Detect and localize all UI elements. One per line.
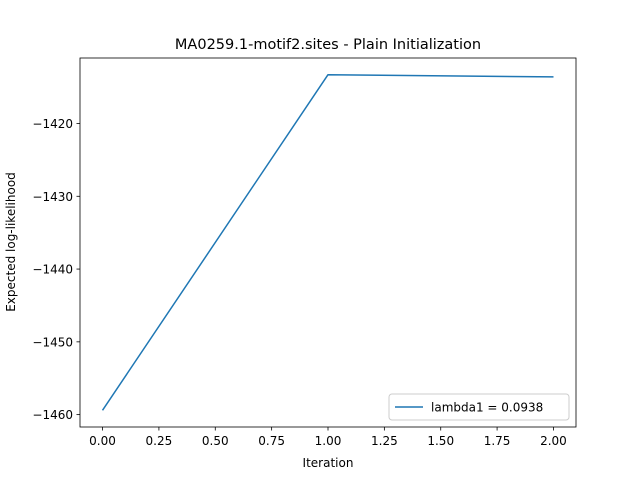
x-tick-label: 1.50: [427, 434, 454, 448]
legend: lambda1 = 0.0938: [388, 393, 570, 421]
y-tick-label: −1460: [32, 408, 73, 422]
x-tick-label: 0.75: [258, 434, 285, 448]
x-axis-title: Iteration: [303, 456, 354, 470]
plot-area: 0.00 0.25 0.50 0.75 1.00 1.25 1.50 1.75 2.00 −146…: [32, 57, 577, 448]
series-line-0: [101, 73, 554, 411]
chart-title: MA0259.1-motif2.sites - Plain Initializa…: [175, 37, 481, 53]
x-tick-label: 0.00: [89, 434, 116, 448]
legend-box: [388, 393, 570, 421]
legend-label: lambda1 = 0.0938: [431, 401, 543, 415]
y-tick-label: −1440: [32, 263, 73, 277]
x-tick-label: 1.25: [371, 434, 398, 448]
y-tick-label: −1420: [32, 117, 73, 131]
y-axis-title: Expected log-likelihood: [4, 172, 18, 312]
x-tick-label: 2.00: [540, 434, 567, 448]
x-tick-label: 1.00: [315, 434, 342, 448]
x-tick-label: 0.50: [202, 434, 229, 448]
y-tick-label: −1450: [32, 335, 73, 349]
y-tick-label: −1430: [32, 190, 73, 204]
x-tick-label: 1.75: [484, 434, 511, 448]
x-tick-label: 0.25: [146, 434, 173, 448]
